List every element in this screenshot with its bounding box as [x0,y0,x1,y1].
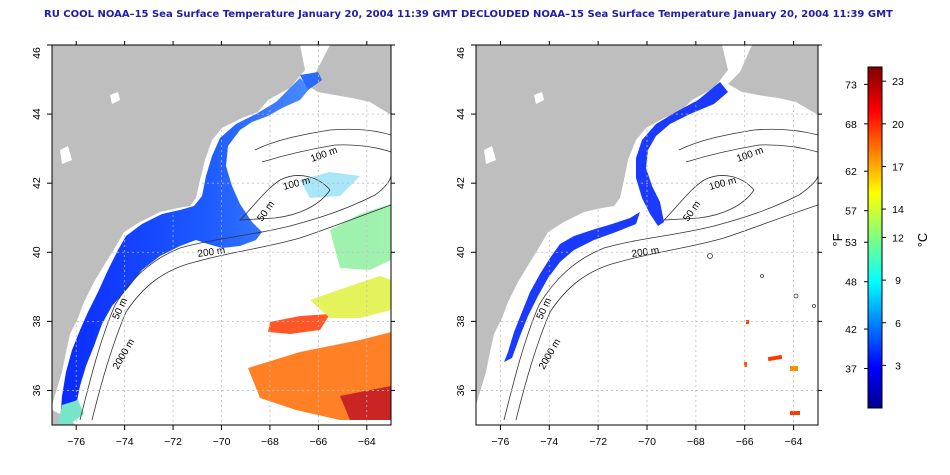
x-tick-label: −66 [736,436,754,448]
y-tick-label: 38 [455,315,467,327]
right-panel-title: DECLOUDED NOAA–15 Sea Surface Temperatur… [461,9,893,20]
right-gridlines [476,44,818,425]
x-tick-label: −72 [589,436,607,448]
y-tick-label: 40 [455,246,467,258]
celsius-tick-label: 23 [892,76,904,88]
y-tick-label: 42 [31,177,43,189]
x-tick-label: −70 [638,436,656,448]
sst-offshore-patches [248,172,391,420]
x-tick-label: −74 [116,436,134,448]
fahrenheit-tick-label: 53 [845,237,857,249]
y-tick-label: 36 [455,384,467,396]
right-axis-ticks: −76 −74 −72 −70 −68 −66 −64 36 38 40 42 44 46 [455,41,822,448]
land-mass [476,45,728,405]
celsius-label: °C [915,233,930,248]
x-tick-label: −70 [213,436,231,448]
x-tick-label: −76 [67,436,85,448]
y-tick-label: 46 [31,47,43,59]
y-tick-label: 38 [31,315,43,327]
contour-label: 200 m [631,245,660,260]
x-tick-label: −68 [687,436,705,448]
x-tick-label: −74 [540,436,558,448]
fahrenheit-tick-label: 42 [845,324,857,336]
fahrenheit-tick-label: 73 [845,79,857,91]
y-tick-label: 44 [455,108,467,120]
fahrenheit-tick-label: 68 [845,119,857,131]
celsius-tick-label: 14 [892,204,904,216]
fahrenheit-tick-label: 37 [845,364,857,376]
y-tick-label: 44 [31,108,43,120]
celsius-tick-label: 3 [895,360,901,372]
y-tick-label: 36 [31,384,43,396]
celsius-tick-label: 20 [892,119,904,131]
y-tick-label: 46 [455,47,467,59]
fahrenheit-label: °F [830,233,845,246]
left-map: 100 m 100 m 50 m 200 m 50 m 2000 m −76 −7… [31,41,395,448]
y-tick-label: 40 [31,246,43,258]
colorbar-gradient [867,66,883,409]
bathymetry-contours [79,128,391,421]
x-tick-label: −66 [309,436,327,448]
contour-label: 200 m [197,245,226,260]
fahrenheit-tick-label: 62 [845,166,857,178]
y-tick-label: 42 [455,177,467,189]
bathymetry-contours [503,128,818,421]
land-mass [52,45,305,405]
celsius-tick-label: 12 [892,233,904,245]
x-tick-label: −72 [164,436,182,448]
x-tick-label: −68 [261,436,279,448]
right-map: 100 m 100 m 50 m 200 m 50 m 2000 m −76 −7… [455,41,822,448]
sst-offshore-patches [744,320,800,415]
left-panel-title: RU COOL NOAA–15 Sea Surface Temperature … [44,9,458,20]
celsius-tick-label: 9 [895,275,901,287]
celsius-tick-label: 6 [895,318,901,330]
fahrenheit-tick-label: 57 [845,206,857,218]
left-axis-ticks: −76 −74 −72 −70 −68 −66 −64 36 38 40 42 44 46 [31,41,395,448]
sst-coastal-band [636,82,728,226]
x-tick-label: −64 [358,436,376,448]
fahrenheit-tick-label: 48 [845,277,857,289]
x-tick-label: −64 [785,436,803,448]
x-tick-label: −76 [492,436,510,448]
left-gridlines [52,44,391,425]
colorbar: 23 20 17 14 12 9 6 3 73 68 62 57 53 48 42 37 °F °C [830,66,930,409]
celsius-tick-label: 17 [892,161,904,173]
